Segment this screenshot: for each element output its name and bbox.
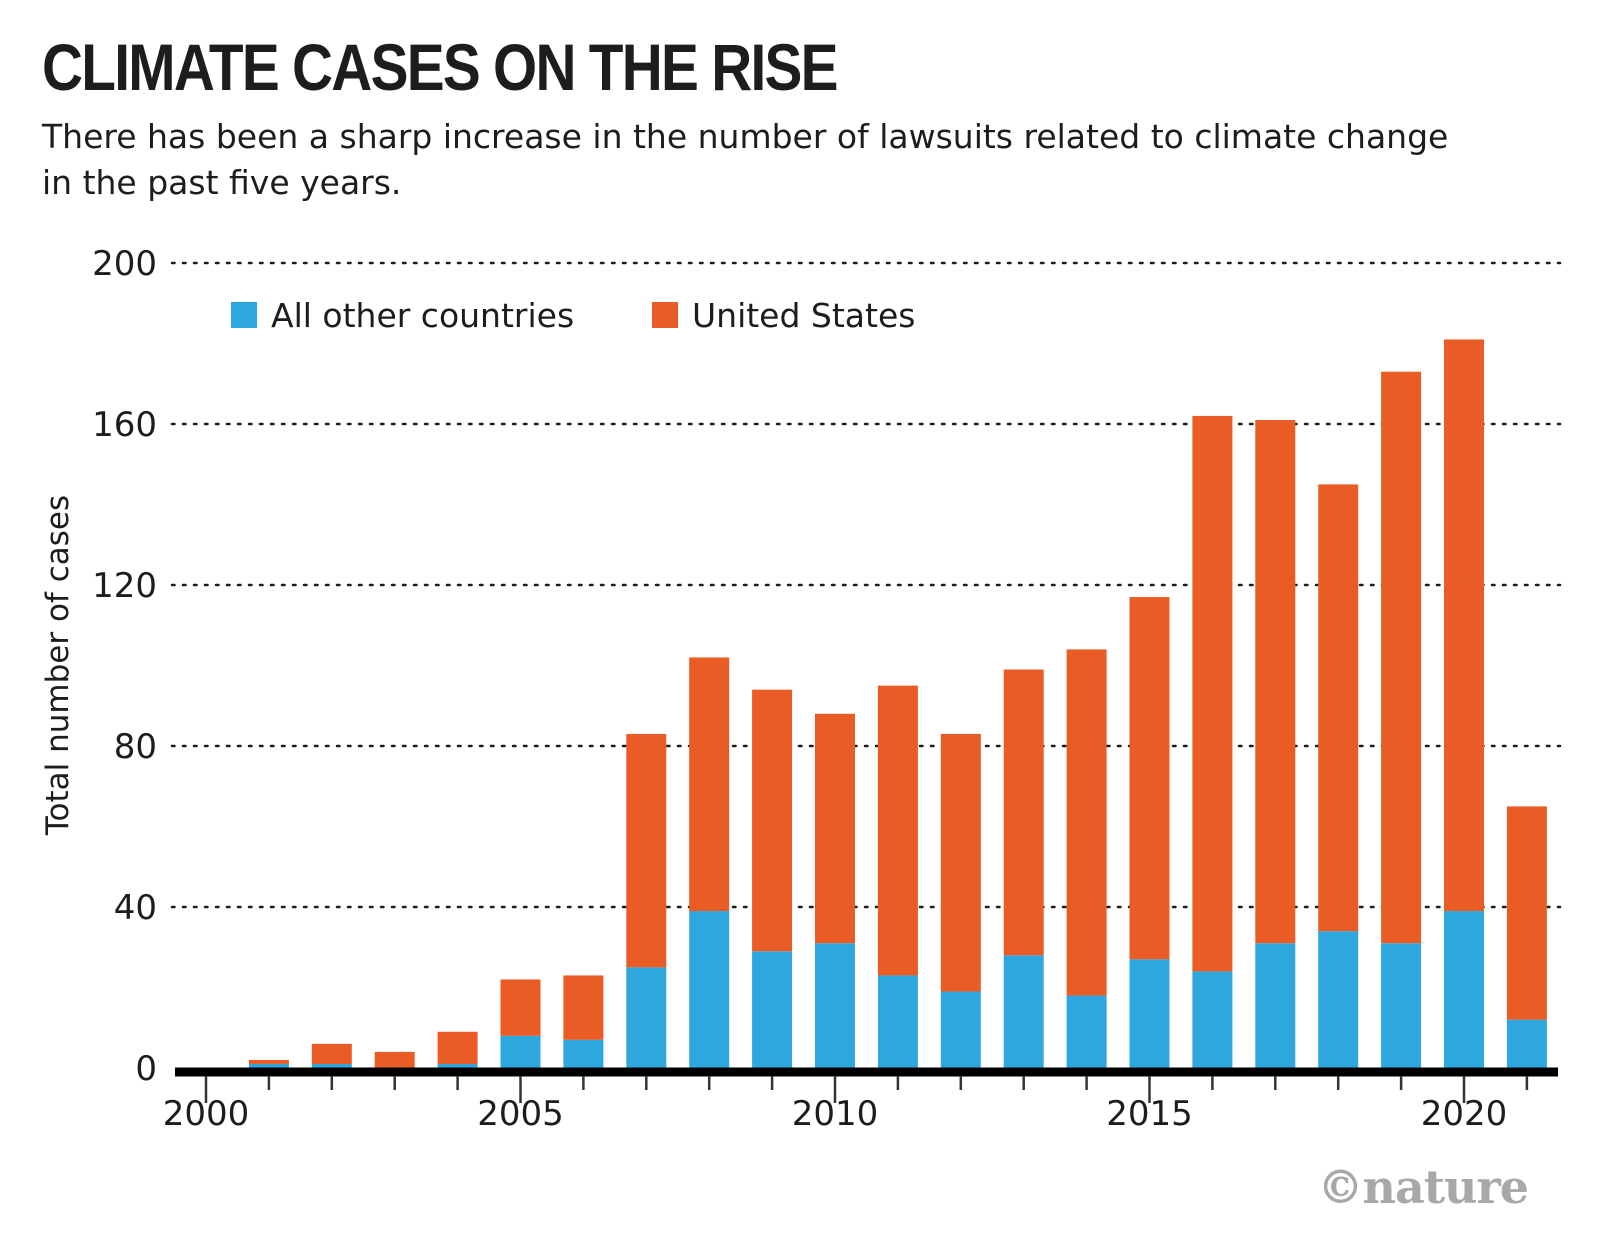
- bar-united-states-2017: [1255, 419, 1296, 944]
- bars: [248, 339, 1547, 1068]
- bar-other-countries-2005: [500, 1035, 541, 1068]
- bar-other-countries-2021: [1506, 1019, 1547, 1068]
- bar-united-states-2015: [1129, 597, 1170, 960]
- bar-other-countries-2011: [877, 975, 918, 1068]
- bar-united-states-2020: [1444, 339, 1484, 912]
- bar-other-countries-2008: [689, 911, 730, 1068]
- y-axis-title: Total number of cases: [40, 495, 76, 836]
- y-tick-label: 0: [135, 1049, 157, 1089]
- legend-label: All other countries: [271, 296, 574, 335]
- x-tick-label: 2005: [477, 1094, 564, 1134]
- bar-united-states-2014: [1066, 649, 1107, 996]
- bar-united-states-2012: [940, 733, 981, 992]
- x-tick-label: 2000: [163, 1094, 250, 1134]
- bar-other-countries-2009: [752, 951, 793, 1068]
- x-axis: 2000 2005 2010 2015 2020: [163, 1067, 1558, 1134]
- bar-other-countries-2002: [311, 1063, 352, 1068]
- bar-other-countries-2004: [437, 1063, 478, 1068]
- y-tick-label: 40: [114, 888, 157, 928]
- bar-united-states-2006: [563, 975, 604, 1040]
- y-tick-label: 200: [92, 244, 157, 284]
- bar-united-states-2001: [248, 1059, 289, 1064]
- bar-other-countries-2007: [626, 967, 667, 1068]
- x-tick-label: 2020: [1421, 1094, 1508, 1134]
- legend-label: United States: [692, 296, 915, 335]
- legend: All other countries United States: [231, 296, 915, 335]
- bar-united-states-2002: [311, 1043, 352, 1064]
- x-tick-label: 2010: [792, 1094, 879, 1134]
- bar-other-countries-2010: [815, 943, 855, 1068]
- chart-title: CLIMATE CASES ON THE RISE: [42, 30, 839, 104]
- bar-united-states-2003: [374, 1051, 415, 1068]
- bar-other-countries-2012: [940, 991, 981, 1068]
- bar-united-states-2021: [1506, 806, 1547, 1020]
- y-tick-label: 120: [92, 566, 157, 606]
- bar-other-countries-2018: [1318, 931, 1359, 1068]
- y-tick-labels: 0 40 80 120 160 200: [92, 244, 157, 1089]
- bar-united-states-2009: [752, 689, 793, 952]
- y-tick-label: 160: [92, 405, 157, 445]
- bar-united-states-2008: [689, 657, 730, 912]
- bar-other-countries-2006: [563, 1039, 604, 1068]
- nature-credit-logo: ©nature: [1317, 1160, 1529, 1214]
- x-tick-label: 2015: [1106, 1094, 1193, 1134]
- bar-united-states-2011: [877, 685, 918, 976]
- bar-other-countries-2013: [1003, 955, 1044, 1068]
- legend-swatch: [652, 302, 678, 328]
- bar-united-states-2004: [437, 1031, 478, 1064]
- chart-subtitle: There has been a sharp increase in the n…: [42, 117, 1449, 202]
- bar-united-states-2007: [626, 733, 667, 968]
- y-tick-label: 80: [114, 727, 157, 767]
- bar-other-countries-2015: [1129, 959, 1170, 1068]
- bar-united-states-2019: [1381, 371, 1422, 944]
- bar-other-countries-2014: [1066, 995, 1107, 1068]
- bar-united-states-2018: [1318, 484, 1359, 932]
- bar-other-countries-2020: [1444, 911, 1484, 1068]
- bar-other-countries-2019: [1381, 943, 1422, 1068]
- bar-other-countries-2017: [1255, 943, 1296, 1068]
- bar-united-states-2010: [815, 713, 855, 944]
- bar-other-countries-2001: [248, 1063, 289, 1068]
- legend-swatch: [231, 302, 257, 328]
- bar-united-states-2016: [1192, 415, 1233, 972]
- bar-united-states-2013: [1003, 669, 1044, 956]
- bar-other-countries-2016: [1192, 971, 1233, 1068]
- bar-united-states-2005: [500, 979, 541, 1036]
